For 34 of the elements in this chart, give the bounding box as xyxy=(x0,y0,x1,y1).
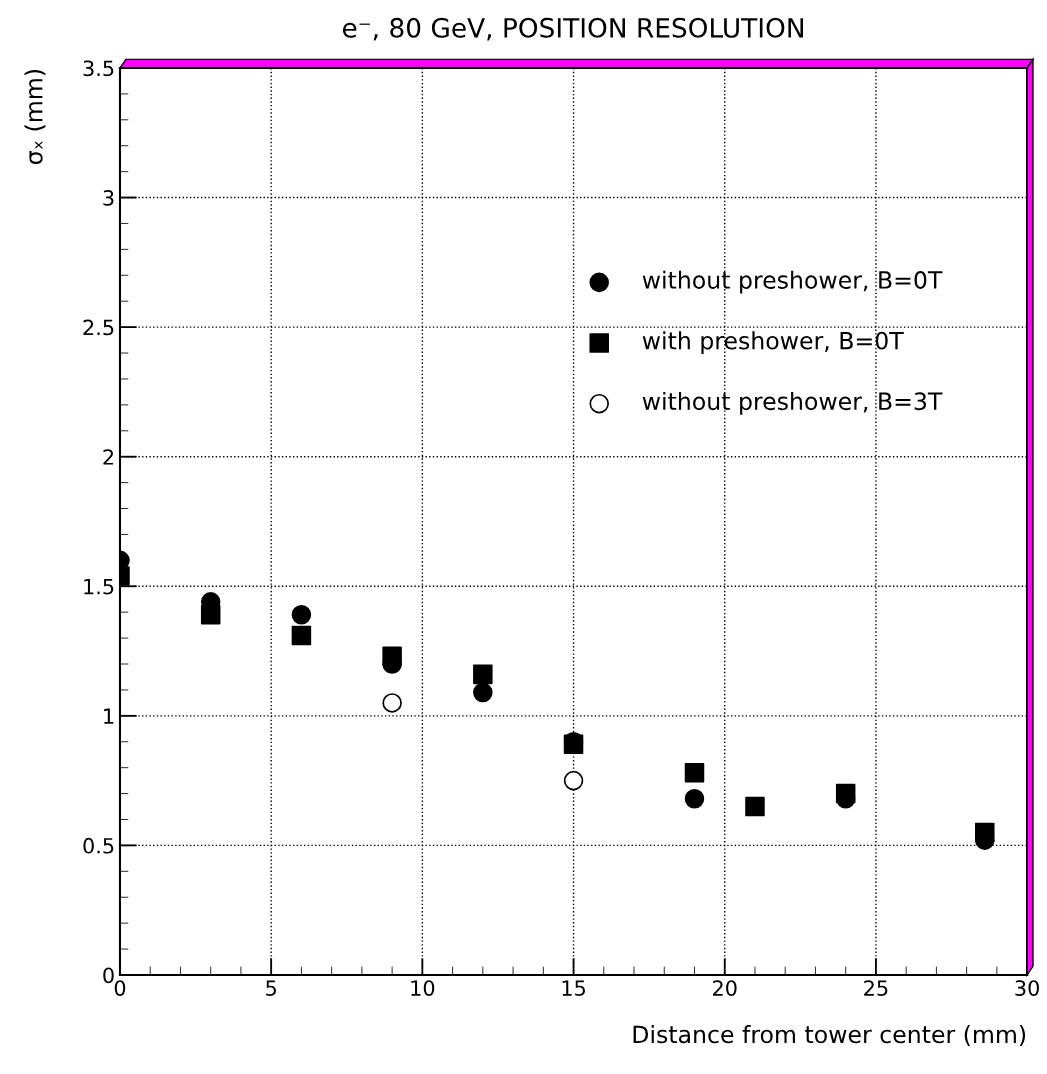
y-tick-label: 0 xyxy=(103,967,114,984)
y-tick-label: 1 xyxy=(104,708,114,724)
y-axis-title: σₓ (mm) xyxy=(24,70,46,165)
x-tick-label: 20 xyxy=(713,980,737,996)
point xyxy=(684,789,705,809)
point xyxy=(835,783,856,804)
point xyxy=(975,822,995,843)
point xyxy=(473,682,493,703)
legend-label: without preshower, B=0T xyxy=(642,270,943,294)
y-tick-label: 0.5 xyxy=(83,837,114,854)
x-axis-title: Distance from tower center (mm) xyxy=(633,1025,1026,1047)
y-tick-label: 1.5 xyxy=(84,578,114,595)
legend-label: with preshower, B=0T xyxy=(642,331,904,355)
chart-title: e⁻, 80 GeV, POSITION RESOLUTION xyxy=(342,17,803,41)
point xyxy=(473,664,493,685)
x-tick-label: 30 xyxy=(1015,980,1039,996)
y-tick-label: 2.5 xyxy=(83,319,114,336)
point xyxy=(291,625,312,646)
point xyxy=(382,693,402,713)
point xyxy=(684,763,705,783)
x-tick-label: 15 xyxy=(562,980,585,996)
x-tick-label: 25 xyxy=(864,980,888,996)
point xyxy=(200,605,221,625)
legend-label: without preshower, B=3T xyxy=(642,391,943,415)
point xyxy=(563,770,584,791)
y-tick-label: 2 xyxy=(103,449,114,465)
point xyxy=(382,646,402,666)
y-tick-label: 3 xyxy=(103,190,114,206)
y-tick-label: 3.5 xyxy=(83,60,114,77)
x-tick-label: 0 xyxy=(114,980,126,996)
x-tick-label: 10 xyxy=(411,980,435,996)
point xyxy=(291,605,312,625)
x-tick-label: 5 xyxy=(266,980,276,996)
point xyxy=(745,796,765,817)
